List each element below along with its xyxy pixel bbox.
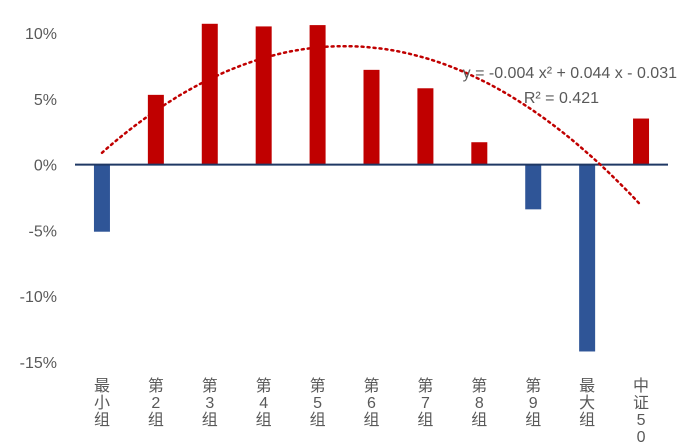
y-axis-labels: 10% 5% 0% -5% -10% -15% (20, 26, 57, 372)
bar-3 (201, 23, 218, 165)
bar-4 (255, 26, 272, 165)
bars (93, 23, 650, 352)
x-tick-label: 中证500 (633, 377, 649, 447)
y-tick-label: 10% (25, 26, 57, 43)
bar-9 (525, 164, 542, 210)
y-tick-label: -15% (20, 355, 57, 372)
x-axis-labels: 最小组 第2组 第3组 第4组 第5组 第6组 第7组 第8组 第9组 最大组 中证500 (94, 377, 649, 447)
bar-5 (309, 25, 326, 165)
y-tick-label: 0% (34, 158, 57, 175)
x-tick-label: 最小组 (94, 378, 110, 429)
bar-11 (633, 118, 650, 165)
bar-6 (363, 69, 380, 165)
trendline-r-squared: R² = 0.421 (524, 90, 599, 107)
bar-10 (579, 164, 596, 352)
bar-8 (471, 142, 488, 165)
trendline (100, 44, 643, 207)
y-tick-label: 5% (34, 92, 57, 109)
y-tick-label: -10% (20, 289, 57, 306)
bar-7 (417, 88, 434, 165)
bar-2 (147, 94, 164, 165)
x-tick-label: 最大组 (579, 378, 595, 429)
y-tick-label: -5% (29, 223, 57, 240)
trendline-equation: y = -0.004 x² + 0.044 x - 0.031 (463, 65, 677, 82)
bar-1 (93, 164, 110, 232)
